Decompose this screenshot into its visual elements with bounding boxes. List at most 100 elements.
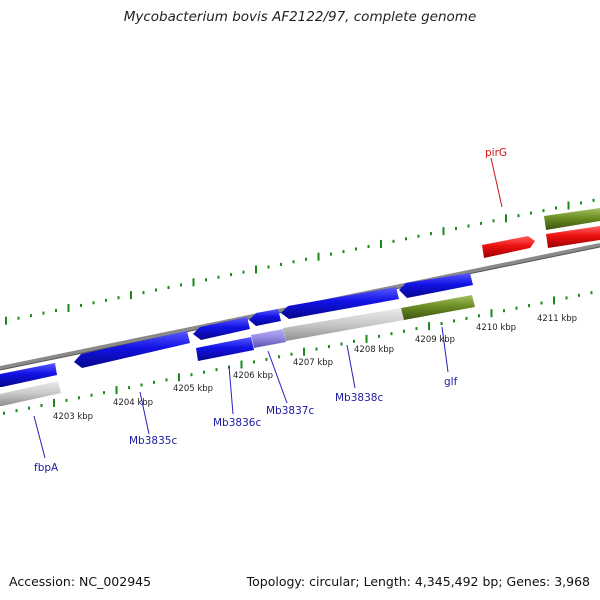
minor-tick xyxy=(430,232,432,236)
major-tick xyxy=(240,360,243,369)
major-tick xyxy=(178,373,180,382)
major-tick xyxy=(5,316,7,325)
minor-tick xyxy=(390,332,393,336)
major-tick xyxy=(365,334,368,343)
cds-blue[interactable] xyxy=(196,337,254,361)
gene-label-fbpA[interactable]: fbpA xyxy=(34,462,59,474)
cds-green[interactable] xyxy=(401,295,475,320)
kbp-labels: 4203 kbp 4204 kbp 4205 kbp 4206 kbp 4207 kbp… xyxy=(53,314,577,422)
minor-tick xyxy=(15,409,18,413)
minor-tick xyxy=(528,304,530,308)
minor-tick xyxy=(180,283,182,287)
cds-blue-arrow[interactable] xyxy=(74,331,190,368)
minor-tick xyxy=(592,198,595,202)
minor-tick xyxy=(455,227,457,230)
gene-label-pirG[interactable]: pirG xyxy=(485,147,507,159)
cds-gray[interactable] xyxy=(283,308,404,341)
minor-tick xyxy=(515,306,518,310)
minor-tick xyxy=(153,380,155,384)
cds-lavender[interactable] xyxy=(251,329,286,348)
minor-tick xyxy=(530,211,532,215)
cds-blue-arrow[interactable] xyxy=(193,317,250,340)
minor-tick xyxy=(342,250,345,254)
minor-tick xyxy=(167,286,170,289)
minor-tick xyxy=(392,239,395,243)
cds-red-arrow[interactable] xyxy=(482,236,535,258)
minor-tick xyxy=(292,260,295,264)
minor-tick xyxy=(105,298,107,302)
minor-tick xyxy=(165,378,168,382)
minor-tick xyxy=(555,206,557,210)
kbp-label: 4209 kbp xyxy=(415,335,455,345)
minor-tick xyxy=(128,386,130,390)
minor-tick xyxy=(480,221,482,225)
major-tick xyxy=(303,347,305,356)
minor-tick xyxy=(315,347,318,351)
scale-ticks xyxy=(3,198,595,415)
minor-tick xyxy=(403,329,405,333)
minor-tick xyxy=(290,352,293,356)
genome-summary-text: Topology: circular; Length: 4,345,492 bp… xyxy=(246,574,590,589)
kbp-label: 4211 kbp xyxy=(537,314,577,324)
cds-blue-arrow[interactable] xyxy=(281,287,399,319)
gene-label-Mb3837c[interactable]: Mb3837c xyxy=(266,405,314,417)
minor-tick xyxy=(253,360,255,364)
minor-tick xyxy=(140,383,143,387)
major-tick xyxy=(53,398,55,407)
minor-tick xyxy=(580,201,582,205)
minor-tick xyxy=(190,373,193,377)
minor-tick xyxy=(340,342,343,346)
minor-tick xyxy=(80,303,82,307)
major-tick xyxy=(115,386,118,395)
major-tick xyxy=(317,252,320,261)
minor-tick xyxy=(217,275,220,279)
minor-tick xyxy=(328,345,330,349)
minor-tick xyxy=(503,309,505,313)
cds-blue-arrow[interactable] xyxy=(399,273,473,298)
minor-tick xyxy=(265,357,268,361)
minor-tick xyxy=(367,245,370,248)
kbp-label: 4204 kbp xyxy=(113,398,153,408)
major-tick xyxy=(567,201,570,210)
minor-tick xyxy=(78,396,80,400)
kbp-label: 4207 kbp xyxy=(293,358,333,368)
gene-label-Mb3836c[interactable]: Mb3836c xyxy=(213,417,261,429)
minor-tick xyxy=(565,296,568,300)
cds-green[interactable] xyxy=(544,208,600,230)
minor-tick xyxy=(330,252,332,256)
minor-tick xyxy=(405,237,407,241)
major-tick xyxy=(130,291,132,300)
leader-line xyxy=(441,326,449,373)
leader-line xyxy=(346,344,356,389)
minor-tick xyxy=(205,278,207,282)
minor-tick xyxy=(280,262,282,266)
minor-tick xyxy=(230,273,232,277)
minor-tick xyxy=(90,393,93,397)
minor-tick xyxy=(17,316,20,320)
minor-tick xyxy=(65,398,68,402)
major-tick xyxy=(553,296,555,305)
gene-label-Mb3835c[interactable]: Mb3835c xyxy=(129,435,177,447)
major-tick xyxy=(442,227,445,236)
major-tick xyxy=(255,265,257,274)
kbp-label: 4206 kbp xyxy=(233,371,273,381)
minor-tick xyxy=(540,301,543,305)
cds-blue-arrow[interactable] xyxy=(0,363,57,387)
cds-red[interactable] xyxy=(546,226,600,248)
minor-tick xyxy=(215,368,218,372)
minor-tick xyxy=(467,224,470,228)
minor-tick xyxy=(278,355,280,359)
leader-line xyxy=(33,415,46,459)
minor-tick xyxy=(465,316,468,320)
minor-tick xyxy=(378,334,380,338)
minor-tick xyxy=(42,311,45,315)
cds-blue-arrow[interactable] xyxy=(249,309,281,326)
minor-tick xyxy=(242,270,245,274)
leader-line xyxy=(490,157,503,208)
gene-label-glf[interactable]: glf xyxy=(444,376,458,388)
cds-gray[interactable] xyxy=(0,381,61,406)
minor-tick xyxy=(492,219,495,223)
gene-label-Mb3838c[interactable]: Mb3838c xyxy=(335,392,383,404)
minor-tick xyxy=(440,322,443,325)
